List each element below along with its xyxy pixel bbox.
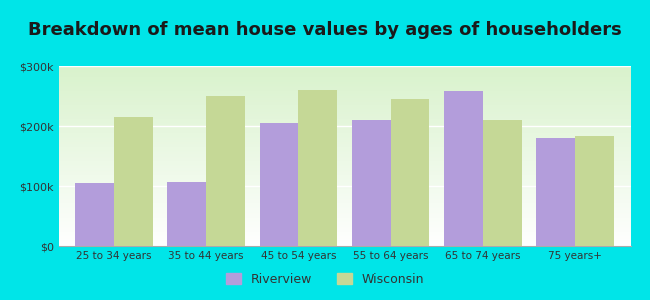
Bar <box>167 182 206 246</box>
Bar <box>114 117 153 246</box>
Legend: Riverview, Wisconsin: Riverview, Wisconsin <box>220 268 430 291</box>
Bar <box>352 120 391 246</box>
Text: Breakdown of mean house values by ages of householders: Breakdown of mean house values by ages o… <box>28 21 622 39</box>
Bar <box>536 138 575 246</box>
Bar <box>575 136 614 246</box>
Bar <box>483 120 522 246</box>
Bar <box>259 123 298 246</box>
Bar <box>206 96 245 246</box>
Bar <box>391 99 430 246</box>
Bar <box>444 91 483 246</box>
Bar <box>75 183 114 246</box>
Bar <box>298 90 337 246</box>
